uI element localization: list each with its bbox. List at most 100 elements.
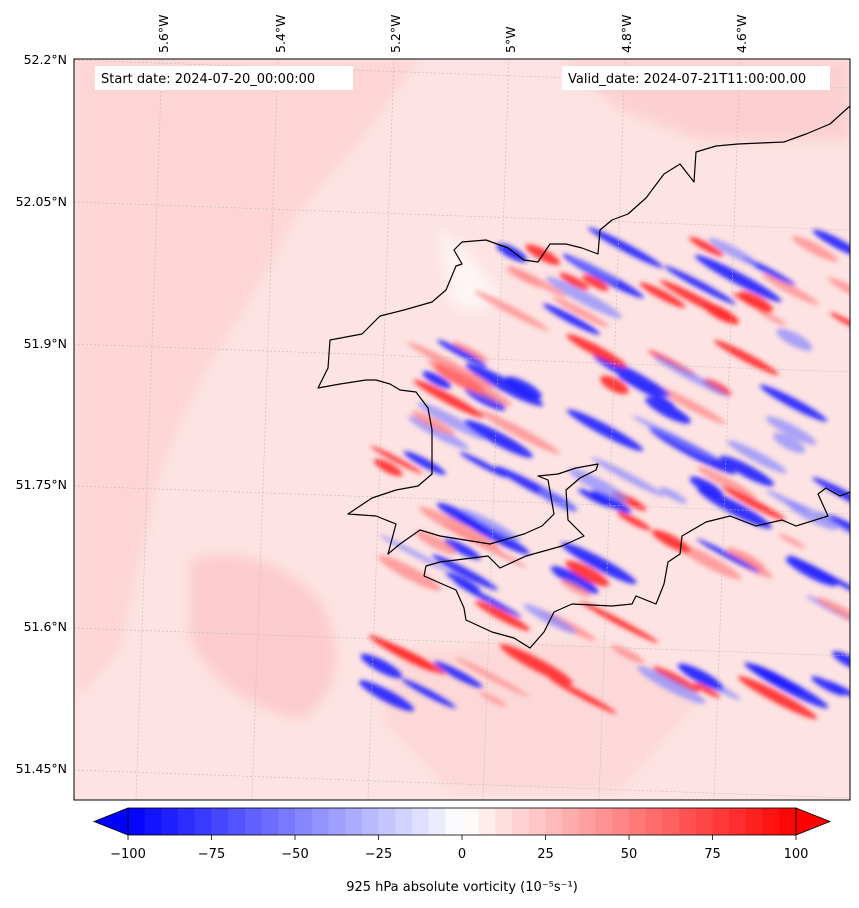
negative-vorticity-band (811, 676, 846, 696)
lat-label-52.2n: 52.2°N (24, 52, 67, 67)
positive-vorticity-band (738, 676, 818, 720)
negative-vorticity-band (360, 653, 403, 679)
colorbar-level (595, 808, 613, 835)
positive-vorticity-band (474, 290, 549, 331)
graticule-meridian (482, 59, 510, 800)
colorbar-level (629, 808, 647, 835)
colorbar-level (261, 808, 279, 835)
lon-label-5.2w: 5.2°W (388, 15, 403, 54)
lon-label-5w: 5°W (503, 26, 518, 53)
colorbar-level (679, 808, 697, 835)
negative-vorticity-band (443, 538, 481, 560)
colorbar-level (662, 808, 680, 835)
negative-vorticity-band (826, 680, 850, 705)
colorbar-level (345, 808, 363, 835)
negative-vorticity-band (631, 415, 716, 460)
negative-vorticity-band (401, 678, 456, 709)
colorbar-max-extend (795, 807, 832, 836)
colorbar-level (779, 808, 797, 835)
positive-vorticity-band (696, 466, 757, 499)
negative-vorticity-band (445, 572, 481, 592)
negative-vorticity-band (637, 666, 706, 704)
negative-vorticity-band (652, 355, 729, 397)
negative-vorticity-band (788, 555, 850, 600)
colorbar-level (462, 808, 480, 835)
negative-vorticity-band (379, 534, 450, 573)
negative-vorticity-band (664, 265, 736, 305)
colorbar-level (562, 808, 580, 835)
positive-vorticity-band (443, 523, 527, 568)
negative-vorticity-band (566, 409, 644, 452)
lon-label-4.8w: 4.8°W (619, 15, 634, 54)
graticule-meridian (367, 59, 395, 800)
negative-vorticity-band (454, 581, 522, 618)
negative-vorticity-band (765, 416, 817, 445)
positive-vorticity-band (689, 236, 724, 257)
positive-vorticity-band (549, 677, 617, 714)
negative-vorticity-band (437, 339, 487, 367)
graticule-parallel (74, 343, 850, 373)
positive-vorticity-band (386, 642, 446, 675)
colorbar-level (729, 808, 747, 835)
positive-vorticity-band (451, 341, 489, 362)
positive-vorticity-band (478, 409, 560, 455)
colorbar-level (295, 808, 313, 835)
positive-vorticity-band (474, 600, 530, 631)
positive-vorticity-band (499, 644, 574, 685)
positive-vorticity-band (560, 579, 592, 598)
lon-label-5.4w: 5.4°W (273, 15, 288, 54)
negative-vorticity-band (465, 363, 544, 407)
negative-vorticity-band (832, 651, 850, 672)
positive-vorticity-band (582, 274, 609, 291)
positive-vorticity-band (829, 312, 850, 332)
colorbar-tick-label: 0 (458, 847, 466, 862)
positive-vorticity-band (815, 597, 850, 633)
negative-vorticity-band (591, 490, 632, 514)
coastline (317, 105, 850, 649)
positive-vorticity-band (373, 458, 403, 477)
positive-vorticity-band (827, 277, 850, 308)
positive-vorticity-band (559, 272, 590, 291)
negative-vorticity-band (422, 371, 452, 389)
colorbar-level (495, 808, 513, 835)
colorbar-level (311, 808, 329, 835)
positive-vorticity-band (659, 280, 740, 323)
valid-date-box (562, 66, 830, 90)
colorbar-tick-label: 50 (621, 847, 638, 862)
graticule-parallel (74, 201, 850, 231)
negative-vorticity-band (658, 486, 688, 504)
positive-vorticity-band (778, 533, 806, 549)
positive-vorticity-band (611, 644, 645, 664)
colorbar-level (411, 808, 430, 835)
negative-vorticity-band (727, 440, 787, 474)
colorbar-tick-label: −75 (198, 847, 225, 862)
positive-vorticity-band (411, 410, 455, 436)
negative-vorticity-band (523, 604, 577, 634)
colorbar-level (395, 808, 413, 835)
positive-vorticity-band (479, 691, 507, 707)
positive-vorticity-band (427, 360, 512, 407)
colorbar-label: 925 hPa absolute vorticity (10⁻⁵s⁻¹) (346, 880, 578, 895)
positive-vorticity-band (413, 379, 484, 418)
negative-vorticity-band (460, 508, 521, 542)
colorbar: −100 −75 −50 −25 0 25 50 75 100 925 hPa absolute… (92, 807, 832, 895)
positive-vorticity-band (792, 236, 839, 262)
negative-vorticity-band (550, 566, 599, 594)
colorbar-level (161, 808, 179, 835)
positive-vorticity-band (725, 547, 766, 571)
positive-vorticity-band (714, 339, 779, 376)
lat-label-52.05n: 52.05°N (16, 194, 67, 209)
colorbar-ticks: −100 −75 −50 −25 0 25 50 75 100 (110, 835, 808, 862)
graticule-parallel (74, 769, 850, 799)
positive-vorticity-band (673, 542, 742, 580)
negative-vorticity-band (561, 542, 637, 585)
colorbar-level (478, 808, 496, 835)
colorbar-level (695, 808, 713, 835)
lon-label-5.6w: 5.6°W (156, 15, 171, 54)
graticule-meridian (713, 59, 741, 800)
negative-vorticity-band (759, 384, 828, 422)
negative-vorticity-band (645, 397, 691, 424)
positive-vorticity-band (757, 309, 787, 326)
colorbar-tick-label: 75 (704, 847, 721, 862)
